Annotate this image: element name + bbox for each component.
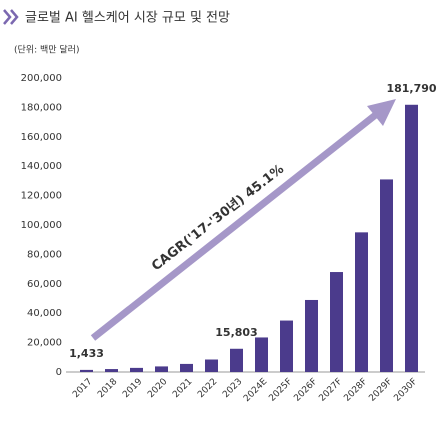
x-tick-label: 2018 bbox=[96, 377, 119, 400]
bar bbox=[405, 104, 418, 372]
value-label: 181,790 bbox=[386, 82, 436, 95]
x-tick-label: 2027F bbox=[317, 377, 344, 404]
y-tick-label: 180,000 bbox=[21, 102, 62, 113]
x-tick-label: 2024E bbox=[242, 377, 270, 405]
value-label: 15,803 bbox=[215, 326, 257, 339]
x-tick-label: 2023 bbox=[221, 377, 244, 400]
annotation: CAGR('17-'30년) 45.1% bbox=[149, 162, 287, 274]
y-tick-label: 0 bbox=[56, 367, 62, 378]
bar bbox=[205, 359, 218, 372]
x-tick-label: 2028F bbox=[342, 377, 369, 404]
trend-arrow bbox=[90, 110, 381, 341]
x-tick-label: 2022 bbox=[196, 377, 219, 400]
y-tick-label: 20,000 bbox=[27, 338, 62, 349]
y-tick-label: 120,000 bbox=[21, 191, 62, 202]
bar bbox=[330, 272, 343, 372]
x-tick-label: 2025F bbox=[267, 377, 294, 404]
bar bbox=[155, 366, 168, 372]
bar bbox=[280, 320, 293, 372]
y-tick-label: 60,000 bbox=[27, 279, 62, 290]
chart-title: 글로벌 AI 헬스케어 시장 규모 및 전망 bbox=[25, 11, 230, 26]
bar bbox=[305, 299, 318, 372]
y-tick-label: 140,000 bbox=[21, 161, 62, 172]
x-tick-label: 2021 bbox=[171, 377, 194, 400]
x-tick-label: 2029F bbox=[367, 377, 394, 404]
y-tick-label: 160,000 bbox=[21, 132, 62, 143]
x-tick-label: 2019 bbox=[121, 377, 144, 400]
x-tick-label: 2017 bbox=[71, 377, 94, 400]
title-icon bbox=[10, 9, 19, 25]
bar bbox=[130, 367, 143, 372]
title-icon bbox=[3, 9, 12, 25]
bar bbox=[105, 369, 118, 372]
trend-arrow-head bbox=[367, 99, 396, 126]
x-tick-label: 2026F bbox=[292, 377, 319, 404]
bar bbox=[355, 232, 368, 372]
bar bbox=[180, 363, 193, 372]
chart-subtitle: (단위: 백만 달러) bbox=[14, 44, 79, 56]
x-tick-label: 2020 bbox=[146, 377, 169, 400]
bar bbox=[230, 348, 243, 372]
bar bbox=[255, 337, 268, 372]
bar bbox=[80, 369, 93, 372]
x-tick-label: 2030F bbox=[392, 377, 419, 404]
y-tick-label: 40,000 bbox=[27, 308, 62, 319]
value-label: 1,433 bbox=[69, 347, 104, 360]
y-tick-label: 200,000 bbox=[21, 73, 62, 84]
bar bbox=[380, 179, 393, 372]
y-tick-label: 80,000 bbox=[27, 249, 62, 260]
y-tick-label: 100,000 bbox=[21, 220, 62, 231]
